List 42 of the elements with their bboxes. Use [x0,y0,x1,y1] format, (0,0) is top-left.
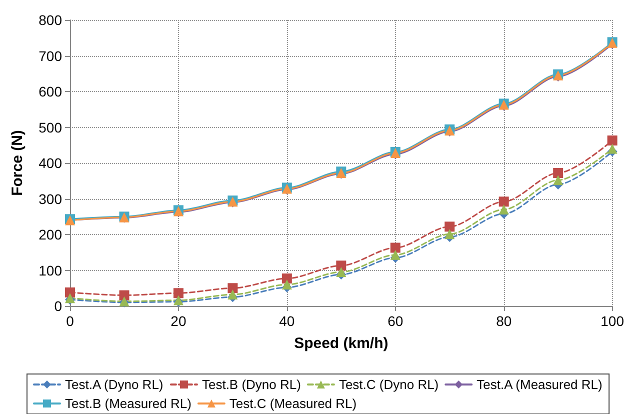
y-tick-label: 300 [38,190,62,207]
y-tick-label: 100 [38,262,62,278]
point [228,283,238,294]
point [119,290,130,300]
point [282,273,292,284]
point [336,267,346,278]
x-tick-label: 100 [600,313,624,329]
legend-label: Test.C (Measured RL) [229,396,357,411]
x-tick-label: 80 [496,313,512,329]
point [65,287,75,298]
point [390,250,400,260]
legend-label: Test.A (Measured RL) [476,377,602,392]
point [282,280,292,290]
point [444,222,455,232]
point [173,288,184,298]
y-tick-label: 0 [54,298,62,314]
point [553,168,564,178]
point [498,196,509,207]
point [444,229,455,240]
point [228,290,238,300]
x-tick-label: 40 [279,313,295,329]
y-tick-label: 600 [38,84,62,100]
y-tick-label: 700 [38,48,62,64]
point [336,260,346,271]
legend-label: Test.C (Dyno RL) [338,377,439,392]
point [607,135,618,146]
y-tick-label: 800 [38,12,62,28]
point [498,204,509,214]
point [553,175,564,186]
x-tick-label: 60 [388,313,404,329]
legend-label: Test.B (Measured RL) [65,396,192,411]
x-tick-label: 0 [66,313,74,329]
point [607,144,618,154]
x-axis-title: Speed (km/h) [294,335,388,352]
y-tick-label: 500 [38,119,62,136]
y-tick-label: 400 [38,155,62,171]
point [390,242,400,253]
legend-label: Test.B (Dyno RL) [202,377,301,392]
x-tick-label: 20 [170,313,186,329]
legend-label: Test.A (Dyno RL) [65,377,164,392]
y-axis-title: Force (N) [9,130,26,196]
y-tick-label: 200 [38,226,62,242]
